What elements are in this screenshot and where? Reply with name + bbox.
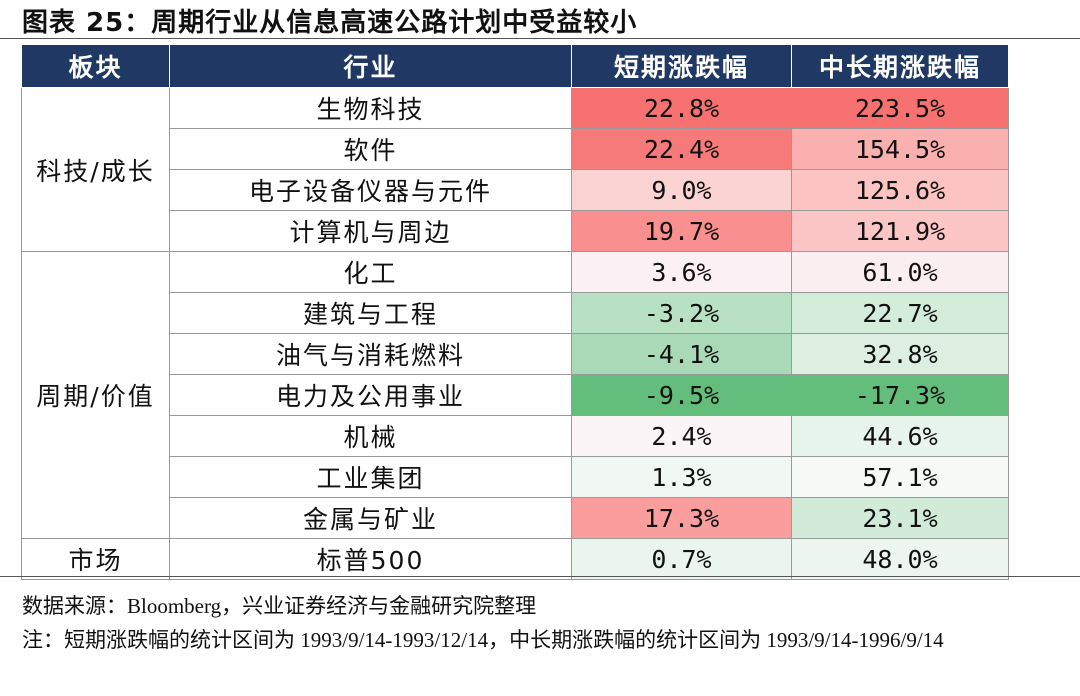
industry-cell: 计算机与周边 [169,210,572,252]
industry-cell: 建筑与工程 [169,292,572,334]
short-term-cell: 2.4% [571,415,792,457]
short-term-cell: 3.6% [571,251,792,293]
table-row: 电子设备仪器与元件 9.0% 125.6% [22,169,1009,211]
block-cell: 市场 [21,538,170,580]
industry-cell: 化工 [169,251,572,293]
long-term-cell: 57.1% [791,456,1009,498]
table-row: 计算机与周边 19.7% 121.9% [22,210,1009,252]
industry-cell: 油气与消耗燃料 [169,333,572,375]
figure-title: 图表 25：周期行业从信息高速公路计划中受益较小 [22,8,638,38]
long-term-cell: -17.3% [791,374,1009,416]
long-term-cell: 22.7% [791,292,1009,334]
short-term-cell: 19.7% [571,210,792,252]
long-term-cell: 61.0% [791,251,1009,293]
industry-cell: 软件 [169,128,572,170]
industry-cell: 工业集团 [169,456,572,498]
table-row: 油气与消耗燃料 -4.1% 32.8% [22,333,1009,375]
industry-cell: 电子设备仪器与元件 [169,169,572,211]
table-row: 建筑与工程 -3.2% 22.7% [22,292,1009,334]
long-term-cell: 48.0% [791,538,1009,580]
table-row: 市场 标普500 0.7% 48.0% [21,538,1009,580]
industry-cell: 金属与矿业 [169,497,572,539]
industry-cell: 生物科技 [169,87,572,129]
header-industry: 行业 [169,44,572,88]
table-body: 科技/成长 生物科技 22.8% 223.5% 软件 22.4% 154.5% 电子设备仪器与… [21,87,1009,580]
table-row: 科技/成长 生物科技 22.8% 223.5% [21,87,1009,252]
long-term-cell: 125.6% [791,169,1009,211]
block-cell: 周期/价值 [21,251,170,539]
short-term-cell: 9.0% [571,169,792,211]
industry-cell: 标普500 [169,538,572,580]
period-note: 注：短期涨跌幅的统计区间为 1993/9/14-1993/12/14，中长期涨跌… [22,628,944,652]
short-term-cell: 22.8% [571,87,792,129]
short-term-cell: 17.3% [571,497,792,539]
long-term-cell: 44.6% [791,415,1009,457]
header-row: 板块 行业 短期涨跌幅 中长期涨跌幅 [21,44,1009,88]
source-note: 数据来源：Bloomberg，兴业证券经济与金融研究院整理 [22,594,537,618]
short-term-cell: -4.1% [571,333,792,375]
header-block: 板块 [21,44,170,88]
table-row: 工业集团 1.3% 57.1% [22,456,1009,498]
header-short-term: 短期涨跌幅 [571,44,792,88]
long-term-cell: 23.1% [791,497,1009,539]
table-row: 电力及公用事业 -9.5% -17.3% [22,374,1009,416]
short-term-cell: -9.5% [571,374,792,416]
returns-table: 板块 行业 短期涨跌幅 中长期涨跌幅 科技/成长 生物科技 22.8% 223.5% 软… [21,44,1009,580]
table-row: 周期/价值 化工 3.6% 61.0% [21,251,1009,539]
header-long-term: 中长期涨跌幅 [791,44,1009,88]
long-term-cell: 154.5% [791,128,1009,170]
short-term-cell: 1.3% [571,456,792,498]
short-term-cell: 0.7% [571,538,792,580]
industry-cell: 电力及公用事业 [169,374,572,416]
table-row: 金属与矿业 17.3% 23.1% [22,497,1009,539]
long-term-cell: 32.8% [791,333,1009,375]
notes-divider [0,576,1080,577]
table-row: 软件 22.4% 154.5% [22,128,1009,170]
block-cell: 科技/成长 [21,87,170,252]
long-term-cell: 121.9% [791,210,1009,252]
short-term-cell: 22.4% [571,128,792,170]
industry-cell: 机械 [169,415,572,457]
long-term-cell: 223.5% [791,87,1009,129]
table-row: 机械 2.4% 44.6% [22,415,1009,457]
short-term-cell: -3.2% [571,292,792,334]
title-divider [0,38,1080,39]
